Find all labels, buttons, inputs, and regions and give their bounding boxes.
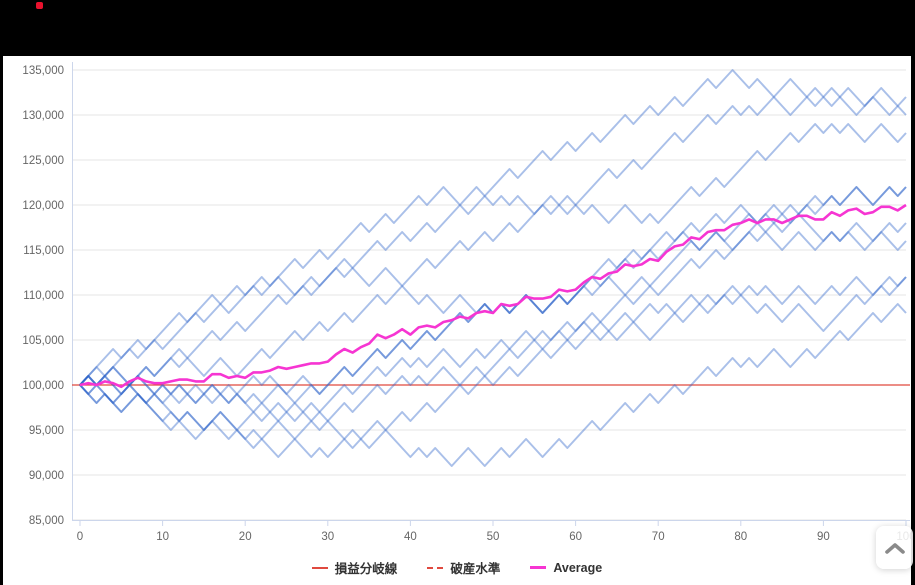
- y-tick-label: 115,000: [23, 245, 64, 257]
- y-tick-label: 135,000: [22, 65, 64, 77]
- logo-mark-icon: [36, 2, 43, 9]
- y-tick-label: 120,000: [22, 200, 64, 212]
- y-tick-label: 125,000: [22, 155, 64, 167]
- x-tick-label: 30: [321, 531, 334, 543]
- legend-item-breakeven[interactable]: 損益分岐線: [311, 558, 398, 577]
- legend-label-bankruptcy: 破産水準: [450, 562, 501, 576]
- x-tick-label: 80: [734, 531, 747, 543]
- simulation-path: [79, 276, 907, 440]
- y-tick-label: 90,000: [29, 470, 64, 482]
- x-tick-label: 20: [239, 531, 252, 543]
- y-tick-label: 95,000: [29, 425, 64, 437]
- chevron-up-icon: [884, 542, 905, 554]
- legend-label-average: Average: [553, 560, 603, 575]
- y-tick-label: 105,000: [22, 335, 64, 347]
- x-tick-label: 50: [487, 531, 500, 543]
- breakeven-line-swatch: [311, 566, 328, 569]
- simulation-path: [79, 96, 907, 386]
- x-tick-label: 60: [569, 531, 582, 543]
- average-line: [79, 203, 907, 389]
- y-tick-label: 100,000: [22, 380, 64, 392]
- x-tick-label: 10: [156, 531, 169, 543]
- x-tick-label: 90: [817, 531, 830, 543]
- simulation-path: [79, 303, 907, 467]
- simulation-path: [79, 276, 907, 458]
- chart-legend: 損益分岐線 破産水準 Average: [3, 558, 911, 577]
- legend-label-breakeven: 損益分岐線: [334, 562, 398, 576]
- simulation-path: [79, 69, 907, 386]
- y-tick-label: 110,000: [23, 290, 64, 302]
- x-tick-label: 70: [652, 531, 665, 543]
- x-tick-label: 0: [77, 531, 83, 543]
- simulation-chart: 135,000 130,000 125,000 120,000 115,000 110,0…: [22, 62, 911, 543]
- app-titlebar: [0, 0, 915, 56]
- legend-item-average[interactable]: Average: [530, 561, 602, 575]
- y-tick-label: 85,000: [29, 515, 64, 527]
- average-line-swatch: [530, 566, 547, 569]
- legend-item-bankruptcy[interactable]: 破産水準: [427, 558, 500, 577]
- x-tick-label: 40: [404, 531, 417, 543]
- simulation-path: [79, 222, 907, 431]
- simulation-path: [79, 123, 907, 386]
- y-tick-label: 130,000: [22, 110, 64, 122]
- bankruptcy-line-swatch: [427, 566, 444, 569]
- chart-panel: 135,000 130,000 125,000 120,000 115,000 110,0…: [3, 56, 911, 585]
- simulation-path: [79, 186, 907, 386]
- scroll-to-top-button[interactable]: [876, 526, 913, 569]
